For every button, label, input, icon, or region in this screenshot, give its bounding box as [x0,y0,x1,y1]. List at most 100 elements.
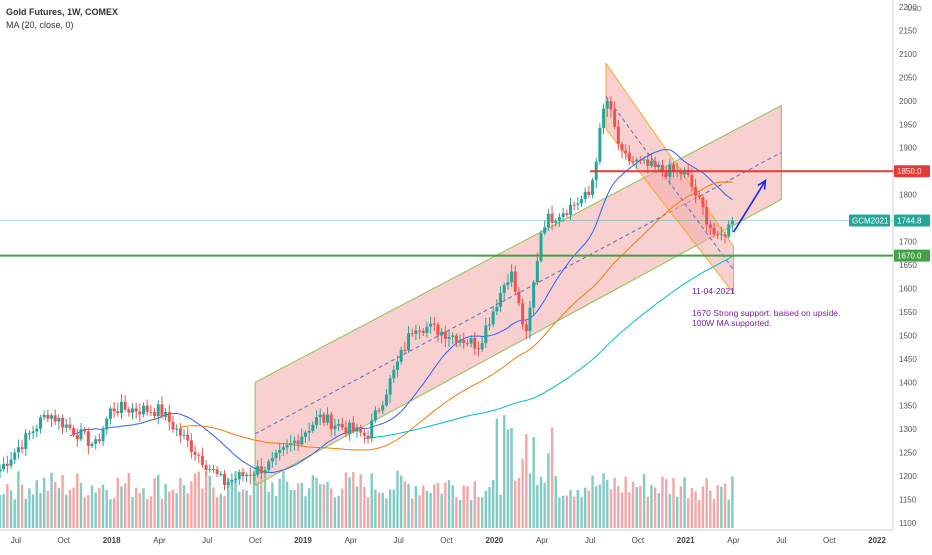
candle [108,408,112,419]
candle [38,417,42,429]
candle [609,101,613,110]
candle [241,472,245,477]
x-tick-label: Apr [536,536,549,545]
candle [189,440,193,452]
x-tick-label: 2019 [294,536,312,545]
volume-bar [9,490,13,528]
volume-bar [488,487,491,528]
candle [664,170,668,177]
y-tick-label: 1900 [899,144,917,153]
candle [252,474,256,476]
volume-bar [392,489,396,528]
candle [79,429,83,440]
volume-bar [326,481,329,528]
last-price-tag-bg [894,214,930,227]
y-tick-label: 1150 [899,496,917,505]
projection-arrowhead [757,179,767,190]
volume-bar [572,496,576,528]
candle [86,431,90,446]
candle [289,443,293,446]
x-tick-label: Jul [202,536,212,545]
volume-bar [61,475,64,528]
volume-bar [477,497,480,528]
candle [292,440,296,444]
candle [50,415,54,419]
candle [193,451,197,455]
candle [660,164,664,171]
annotation-date: 11-04-2021 [692,286,735,296]
volume-bar [528,473,532,528]
volume-bar [491,479,495,528]
volume-bar [296,483,300,528]
volume-bar [583,487,587,528]
candle [657,164,661,168]
candle [476,348,480,350]
volume-bar [337,495,340,528]
x-tick-label: Oct [823,536,836,545]
volume-bar [31,494,35,528]
candle [513,271,517,292]
y-tick-label: 1700 [899,238,917,247]
candle [480,342,484,350]
volume-bar [606,479,609,528]
volume-bar [28,488,31,528]
volume-bar [65,494,68,528]
volume-bar [709,490,712,528]
volume-bar [403,481,407,528]
candle [164,412,168,417]
volume-bar [385,498,388,528]
candle [716,234,720,236]
candle [719,234,723,236]
x-tick-label: 2022 [868,536,886,545]
candle [226,482,230,486]
symbol-tag-bg [849,214,890,227]
candle [587,191,591,195]
candle [510,271,514,283]
volume-bar [171,489,175,528]
candle [68,424,72,429]
candle [524,324,528,332]
candle [395,361,399,370]
candle [248,474,252,476]
candle [499,292,503,307]
candle [182,434,186,436]
volume-bar [201,488,204,528]
candle [167,412,171,423]
candle [259,466,263,474]
volume-bar [547,453,550,528]
volume-bar [650,485,653,528]
volume-bar [521,458,524,528]
volume-bar [127,472,131,528]
volume-bar [0,494,2,528]
candle [337,423,341,426]
volume-bar [429,492,432,528]
volume-bar [639,486,642,528]
volume-bar [271,482,274,528]
candle [421,330,425,333]
candle [440,331,444,336]
volume-bar [134,487,138,528]
candle [223,473,227,486]
candle [535,260,539,283]
volume-bar [514,480,517,528]
volume-bar [628,492,631,528]
volume-bar [112,498,116,528]
candle [278,449,282,453]
candle [487,324,491,326]
candle [557,217,561,221]
volume-bar [234,471,237,528]
volume-bar [193,473,197,528]
volume-bar [175,493,178,528]
candle [591,180,595,195]
candle [351,422,355,432]
volume-bar [723,483,727,528]
candle [697,195,701,198]
volume-bar [609,489,613,528]
x-tick-label: Jul [776,536,786,545]
volume-bar [613,477,616,528]
x-tick-label: Oct [440,536,453,545]
volume-bar [223,495,226,528]
candle [469,337,473,344]
